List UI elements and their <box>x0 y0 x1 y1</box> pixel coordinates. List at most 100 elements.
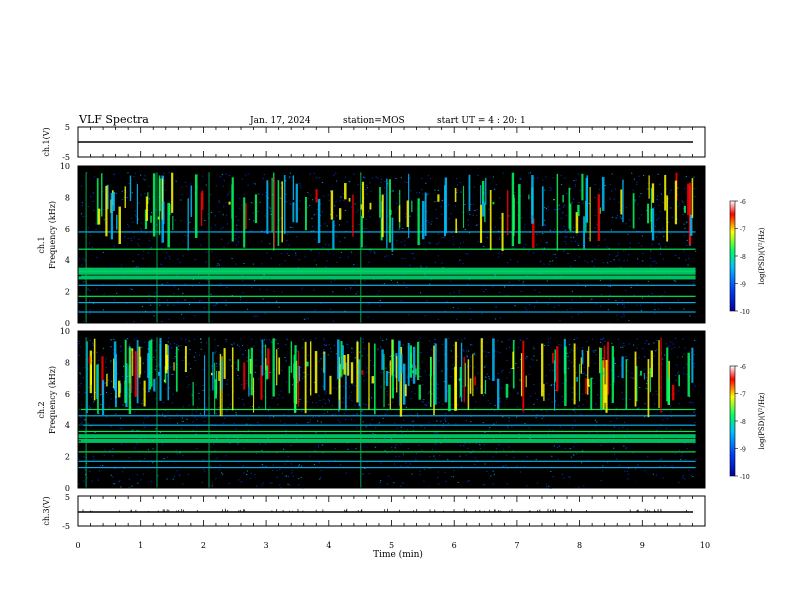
noise-cell <box>235 244 237 246</box>
noise-cell <box>459 242 462 244</box>
sferic-streak <box>130 350 133 394</box>
frequency-band <box>78 438 696 443</box>
noise-cell <box>659 211 661 213</box>
noise-cell <box>618 259 620 261</box>
noise-cell <box>565 243 567 245</box>
noise-cell <box>547 206 549 208</box>
ch1-colorbar: -6-7-8-9-10 log(PSD)(V²/Hz) <box>729 199 766 316</box>
noise-cell <box>641 235 643 237</box>
sferic-streak <box>330 190 334 220</box>
noise-cell <box>80 185 83 187</box>
noise-cell <box>257 315 259 317</box>
noise-cell <box>82 281 84 283</box>
noise-cell <box>226 223 228 225</box>
sferic-streak <box>136 183 139 225</box>
noise-cell <box>261 450 263 452</box>
noise-cell <box>472 449 474 451</box>
noise-cell <box>575 240 577 242</box>
noise-cell <box>402 482 404 484</box>
noise-cell <box>678 371 680 373</box>
noise-cell <box>457 404 459 406</box>
noise-cell <box>358 223 360 225</box>
sferic-streak <box>106 373 108 387</box>
noise-cell <box>634 199 636 201</box>
noise-cell <box>441 370 443 372</box>
noise-cell <box>378 290 380 292</box>
noise-cell <box>509 372 511 374</box>
noise-cell <box>403 282 405 284</box>
noise-cell <box>619 216 621 218</box>
noise-cell <box>324 409 326 411</box>
noise-cell <box>325 344 328 346</box>
sferic-streak <box>283 175 286 235</box>
sferic-streak <box>587 378 590 386</box>
noise-cell <box>185 342 187 344</box>
noise-cell <box>417 416 419 418</box>
noise-cell <box>376 293 379 295</box>
noise-cell <box>591 350 593 352</box>
noise-cell <box>507 427 509 429</box>
noise-cell <box>495 381 497 383</box>
noise-cell <box>570 307 572 309</box>
noise-cell <box>456 192 458 194</box>
noise-cell <box>303 371 305 373</box>
noise-cell <box>491 379 493 381</box>
noise-cell <box>440 482 442 484</box>
noise-cell <box>559 208 561 210</box>
noise-cell <box>243 193 245 195</box>
sferic-streak <box>399 357 401 406</box>
noise-cell <box>285 338 287 340</box>
noise-cell <box>368 261 370 263</box>
noise-cell <box>169 343 171 345</box>
noise-cell <box>445 443 447 445</box>
noise-cell <box>174 219 176 221</box>
noise-cell <box>437 233 440 235</box>
noise-cell <box>394 433 396 435</box>
noise-cell <box>279 264 281 266</box>
noise-cell <box>323 344 326 346</box>
noise-cell <box>167 411 169 413</box>
noise-cell <box>637 466 639 468</box>
noise-cell <box>365 404 367 406</box>
noise-cell <box>296 350 298 352</box>
noise-cell <box>325 393 327 395</box>
noise-cell <box>284 463 286 465</box>
noise-cell <box>368 249 370 251</box>
noise-cell <box>661 187 663 189</box>
noise-cell <box>144 417 146 419</box>
noise-cell <box>526 337 528 339</box>
noise-cell <box>181 293 184 295</box>
noise-cell <box>78 343 80 345</box>
sferic-streak <box>221 359 223 390</box>
noise-cell <box>538 291 541 293</box>
noise-cell <box>201 482 203 484</box>
noise-cell <box>412 426 414 428</box>
sferic-streak <box>315 189 318 203</box>
noise-cell <box>289 176 291 178</box>
time-tick-label: 8 <box>577 541 582 550</box>
noise-cell <box>335 388 337 390</box>
noise-cell <box>499 400 502 402</box>
noise-cell <box>386 483 389 485</box>
noise-cell <box>520 195 522 197</box>
noise-cell <box>205 407 208 409</box>
sferic-streak <box>304 196 307 231</box>
noise-cell <box>458 247 461 249</box>
noise-cell <box>287 483 289 485</box>
noise-cell <box>295 437 297 439</box>
noise-cell <box>448 240 451 242</box>
noise-cell <box>282 397 284 399</box>
noise-cell <box>362 421 364 423</box>
noise-cell <box>618 201 620 203</box>
sferic-streak <box>489 189 492 251</box>
noise-cell <box>298 259 300 261</box>
ch2-colorbar-label: log(PSD)(V²/Hz) <box>758 392 766 449</box>
noise-cell <box>440 442 442 444</box>
sferic-streak <box>581 349 584 364</box>
noise-cell <box>434 432 436 434</box>
noise-cell <box>144 371 146 373</box>
sferic-streak <box>212 351 214 391</box>
noise-cell <box>319 177 321 179</box>
noise-cell <box>368 473 370 475</box>
noise-cell <box>681 199 683 201</box>
